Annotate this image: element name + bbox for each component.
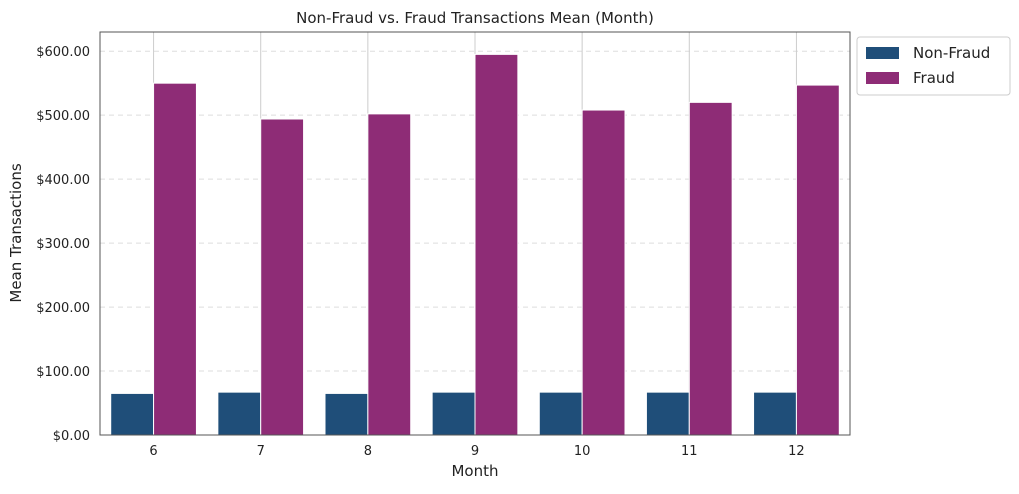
legend-label-non-fraud: Non-Fraud — [913, 44, 990, 62]
bar-non-fraud-12 — [753, 391, 797, 436]
x-axis-title: Month — [451, 462, 498, 480]
legend-label-fraud: Fraud — [913, 69, 955, 87]
legend-swatch-non-fraud — [866, 47, 899, 59]
x-tick-label: 9 — [471, 444, 479, 459]
plot-frame — [99, 31, 851, 436]
bar-non-fraud-11 — [645, 391, 690, 436]
bar-fraud-8 — [367, 113, 412, 436]
x-tick-label: 11 — [681, 444, 698, 459]
bar-fraud-10 — [581, 109, 626, 436]
legend: Non-Fraud Fraud — [856, 36, 1011, 96]
y-tick-label: $600.00 — [36, 45, 90, 60]
chart-title: Non-Fraud vs. Fraud Transactions Mean (M… — [296, 9, 654, 27]
x-tick-label: 7 — [257, 444, 265, 459]
bar-fraud-11 — [688, 101, 733, 436]
y-axis-title: Mean Transactions — [7, 163, 25, 302]
y-tick-label: $0.00 — [53, 429, 90, 444]
bar-non-fraud-8 — [324, 392, 369, 436]
legend-swatch-fraud — [866, 72, 899, 84]
bar-fraud-7 — [260, 118, 305, 436]
y-tick-label: $300.00 — [36, 237, 90, 252]
bar-fraud-6 — [153, 82, 197, 436]
x-tick-label: 12 — [788, 444, 805, 459]
bar-non-fraud-10 — [538, 391, 583, 436]
bar-non-fraud-9 — [431, 391, 476, 436]
bar-fraud-12 — [795, 84, 840, 436]
x-tick-label: 6 — [149, 444, 157, 459]
y-axis-ticks: $0.00 $100.00 $200.00 $300.00 $400.00 $500.00… — [36, 45, 90, 444]
bar-non-fraud-7 — [217, 391, 262, 436]
bars — [110, 53, 840, 436]
y-tick-label: $400.00 — [36, 173, 90, 188]
bar-non-fraud-6 — [110, 392, 155, 436]
x-axis-ticks: 6 7 8 9 10 11 12 — [149, 444, 804, 459]
y-tick-label: $200.00 — [36, 301, 90, 316]
y-tick-label: $500.00 — [36, 109, 90, 124]
x-tick-label: 10 — [574, 444, 591, 459]
y-tick-label: $100.00 — [36, 365, 90, 380]
x-tick-label: 8 — [364, 444, 372, 459]
bar-fraud-9 — [474, 53, 519, 436]
